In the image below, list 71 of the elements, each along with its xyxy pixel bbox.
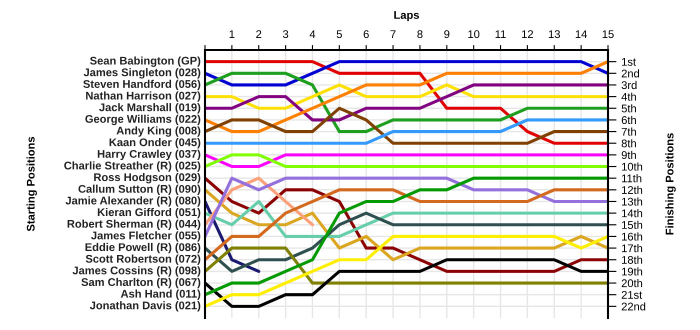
line-series: [205, 176, 608, 238]
y-tick-label: 3rd: [622, 80, 637, 90]
y-tick-label: 8th: [622, 139, 636, 148]
y-tick-label: 11th: [622, 174, 642, 182]
series-label: Steven Handford (056): [83, 80, 200, 90]
series-label: Sam Charlton (R) (067): [81, 278, 200, 288]
series-label: Jamie Alexander (R) (080): [66, 196, 200, 207]
y-tick-label: 19th: [622, 267, 642, 276]
line-series: [205, 176, 608, 296]
series-label: Charlie Streather (R) (025): [64, 161, 200, 172]
y-tick-label: 13th: [622, 197, 642, 206]
x-tick-label: 11: [496, 30, 506, 38]
y-tick-label: 14th: [622, 209, 642, 218]
series-label: Robert Sherman (R) (044): [68, 220, 200, 230]
y-tick-label: 1st: [622, 58, 636, 66]
series-label: Sean Babington (GP): [90, 56, 200, 67]
series-label: Kaan Onder (045): [110, 138, 200, 148]
y-axis-title: Finishing Positions: [665, 133, 676, 234]
y-tick-label: 18th: [622, 256, 642, 264]
x-tick-label: 15: [602, 30, 614, 38]
y-tick-label: 12th: [622, 186, 642, 194]
series-label: Harry Crawley (037): [98, 150, 200, 160]
x-tick-label: 3: [282, 30, 288, 38]
x-axis-title: Laps: [394, 11, 420, 22]
series-label: James Singleton (028): [84, 68, 200, 79]
series-label: Andy King (008): [116, 126, 200, 137]
series-label: James Fletcher (055): [91, 231, 200, 242]
series-label: Eddie Powell (R) (086): [86, 242, 200, 254]
x-tick-label: 12: [522, 30, 534, 38]
text: Starting Positions: [26, 136, 37, 232]
line-series: [205, 200, 608, 238]
y-tick-label: 2nd: [622, 69, 640, 78]
series-label: Ross Hodgson (029): [94, 172, 200, 184]
line-series: [205, 234, 608, 308]
x-tick-label: 7: [390, 30, 396, 38]
y-tick-label: 6th: [622, 116, 636, 124]
x-tick-label: 6: [364, 30, 369, 38]
x-tick-label: 1: [230, 30, 234, 38]
y-tick-label: 5th: [622, 104, 636, 112]
y-tick-label: 20th: [622, 279, 642, 288]
line-series: [205, 188, 608, 262]
x-tick-label: 14: [576, 30, 587, 38]
series-label: Callum Sutton (R) (090): [78, 184, 200, 196]
series-label: Ash Hand (011): [120, 290, 200, 300]
y-tick-label: 22nd: [622, 302, 646, 310]
y-tick-label: 9th: [622, 150, 636, 160]
x-tick-label: 9: [444, 30, 450, 38]
series-label: Kieran Gifford (051): [98, 208, 200, 218]
y-tick-label: 7th: [622, 128, 636, 136]
line-series: [205, 212, 608, 273]
line-series: [205, 106, 608, 145]
y-tick-label: 16th: [622, 232, 642, 241]
line-series: [205, 72, 608, 134]
y-tick-label: 10th: [622, 162, 642, 171]
x-tick-label: 2: [256, 30, 262, 38]
series-label: Scott Robertson (072): [86, 254, 200, 265]
series-label: James Cossins (R) (098): [72, 266, 200, 277]
series-label: Jack Marshall (019): [99, 103, 200, 114]
series-label: Jonathan Davis (021): [90, 301, 200, 312]
y-tick-label: 17th: [622, 244, 642, 252]
y-tick-label: 15th: [622, 220, 642, 229]
x-tick-label: 8: [417, 30, 423, 38]
y-tick-label: 21st: [622, 290, 642, 299]
series-label: Nathan Harrison (027): [86, 91, 200, 102]
x-tick-label: 10: [468, 30, 480, 38]
x-tick-label: 4: [310, 30, 316, 38]
series-label: George Williams (022): [85, 114, 200, 126]
x-tick-label: 5: [336, 30, 342, 38]
x-tick-label: 13: [548, 30, 560, 38]
y-tick-label: 4th: [621, 92, 636, 101]
line-series: [205, 83, 608, 122]
